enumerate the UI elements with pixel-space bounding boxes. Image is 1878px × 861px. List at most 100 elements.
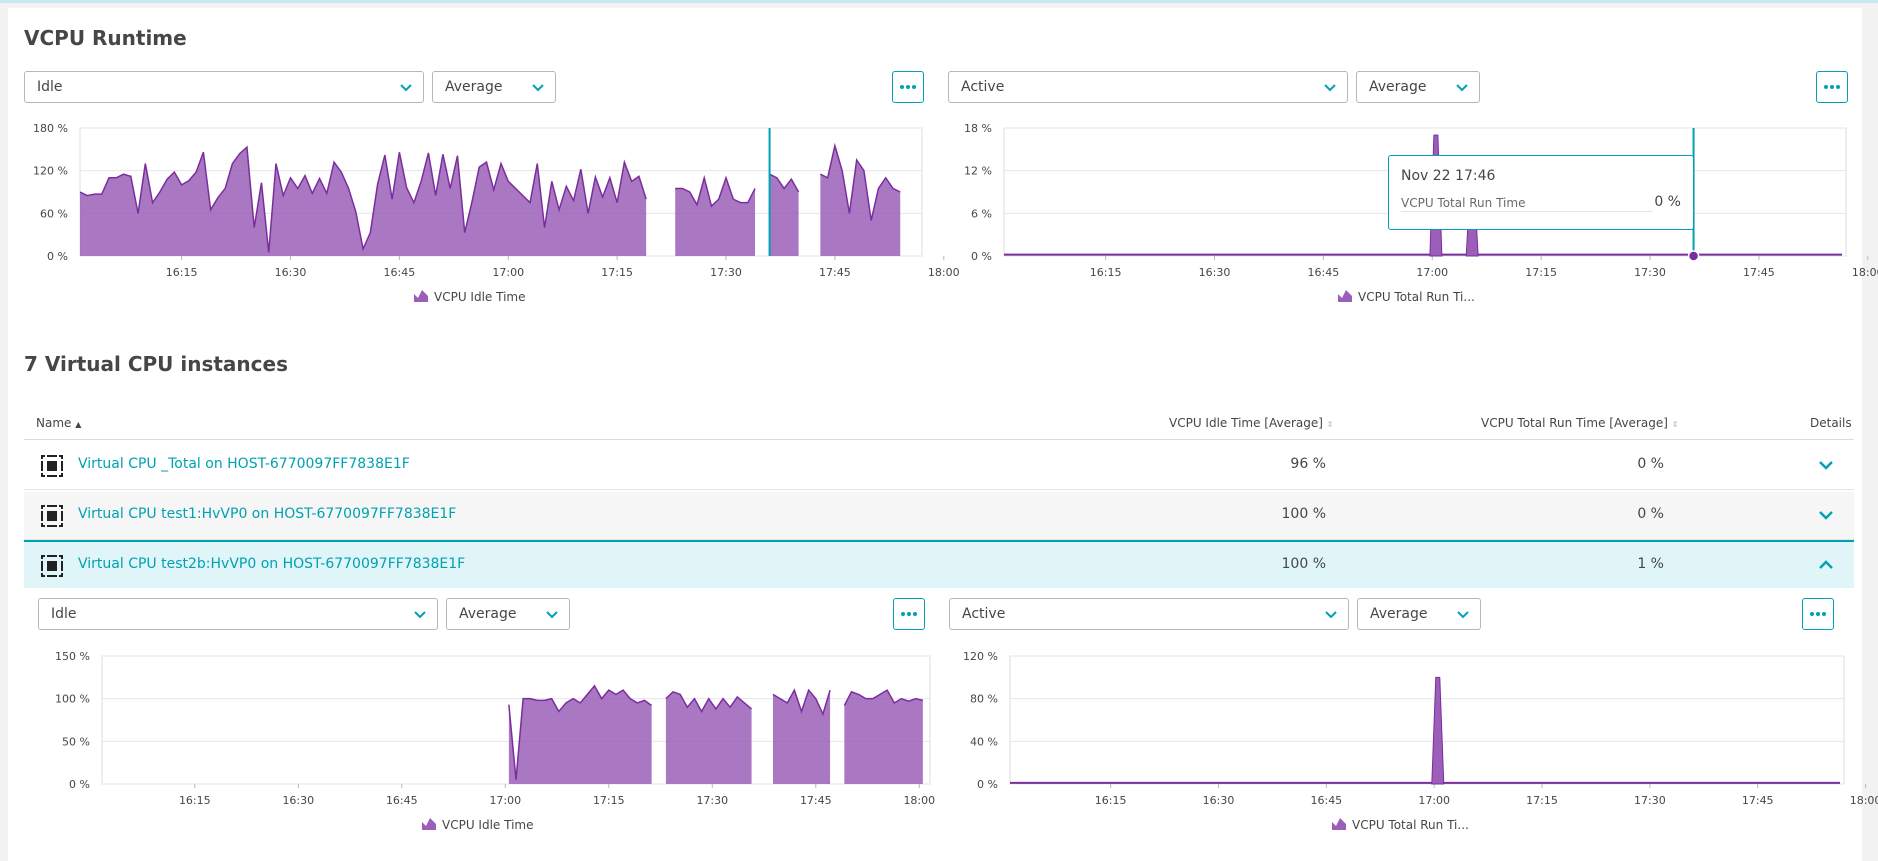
series-area — [769, 174, 799, 256]
chevron-down-icon — [1457, 611, 1469, 619]
chart-vcpu-idle[interactable]: 0 % 60 % 120 % 180 % 16:15 16:30 16:45 17:00 17:… — [8, 116, 960, 279]
x-tick-label: 16:30 — [1199, 266, 1231, 279]
y-tick-label: 50 % — [62, 735, 90, 748]
x-tick-label: 17:45 — [819, 266, 851, 279]
series-area — [665, 691, 752, 784]
aggregation-select[interactable]: Average — [1357, 598, 1481, 630]
metric-select-active[interactable]: Active — [948, 71, 1348, 103]
aggregation-select-label: Average — [445, 79, 503, 95]
series-line — [79, 145, 647, 253]
sort-icon: ⇕ — [1326, 420, 1334, 429]
chevron-down-icon[interactable] — [1818, 459, 1834, 471]
more-options-button[interactable] — [1816, 71, 1848, 103]
x-tick-label: 16:30 — [275, 266, 307, 279]
table-title: 7 Virtual CPU instances — [24, 352, 288, 376]
sort-asc-icon: ▲ — [75, 420, 82, 429]
y-tick-label: 6 % — [971, 207, 992, 220]
x-tick-label: 18:00 — [1852, 266, 1878, 279]
chart-svg: 0 % 60 % 120 % 180 % 16:15 16:30 16:45 17:00 17:… — [33, 122, 960, 279]
x-tick-label: 16:45 — [386, 794, 418, 807]
legend-label: VCPU Total Run Ti... — [1352, 818, 1469, 832]
x-tick-label: 16:30 — [282, 794, 314, 807]
series-line — [675, 174, 756, 208]
metric-select-label: Active — [962, 606, 1006, 622]
x-tick-label: 18:00 — [903, 794, 935, 807]
sort-icon: ⇕ — [1671, 420, 1679, 429]
idle-value: 96 % — [1290, 456, 1326, 472]
chevron-down-icon — [532, 84, 544, 92]
metric-select-idle[interactable]: Idle — [24, 71, 424, 103]
metric-select-label: Active — [961, 79, 1005, 95]
legend-label: VCPU Idle Time — [442, 818, 534, 832]
aggregation-select[interactable]: Average — [432, 71, 556, 103]
column-header-run[interactable]: VCPU Total Run Time [Average] ⇕ — [1481, 416, 1678, 430]
y-tick-label: 80 % — [970, 693, 998, 706]
y-tick-label: 0 % — [971, 250, 992, 263]
table-row[interactable]: Virtual CPU _Total on HOST-6770097FF7838… — [24, 442, 1854, 490]
x-tick-label: 17:30 — [1634, 794, 1666, 807]
chart-svg: 0 % 40 % 80 % 120 % 16:15 16:30 16:45 17:00 17:1… — [963, 650, 1878, 807]
table-row[interactable]: Virtual CPU test1:HvVP0 on HOST-6770097F… — [24, 492, 1854, 540]
main-panel: VCPU Runtime Idle Average Active Average… — [8, 8, 1878, 861]
run-value: 0 % — [1637, 456, 1664, 472]
chart-detail-idle[interactable]: 0 % 50 % 100 % 150 % 16:15 16:30 16:45 17:00 17:… — [18, 644, 938, 807]
instance-name-link[interactable]: Virtual CPU _Total on HOST-6770097FF7838… — [78, 456, 410, 472]
more-options-button[interactable] — [1802, 598, 1834, 630]
chart-legend[interactable]: VCPU Total Run Ti... — [1338, 290, 1475, 304]
series-area — [820, 145, 901, 256]
instance-name-link[interactable]: Virtual CPU test2b:HvVP0 on HOST-6770097… — [78, 556, 466, 572]
x-tick-label: 17:15 — [1525, 266, 1557, 279]
instance-name-link[interactable]: Virtual CPU test1:HvVP0 on HOST-6770097F… — [78, 506, 457, 522]
series-area — [675, 177, 756, 256]
column-header-label: VCPU Idle Time [Average] — [1169, 416, 1323, 430]
series-line — [769, 173, 800, 193]
run-value: 1 % — [1637, 556, 1664, 572]
chart-legend[interactable]: VCPU Idle Time — [414, 290, 525, 304]
series-area — [772, 690, 831, 784]
series-line — [843, 689, 924, 706]
x-tick-label: 17:00 — [489, 794, 521, 807]
series-line — [820, 142, 901, 221]
x-tick-label: 16:15 — [1095, 794, 1127, 807]
x-tick-label: 17:00 — [492, 266, 524, 279]
x-tick-label: 17:30 — [696, 794, 728, 807]
chart-legend[interactable]: VCPU Idle Time — [422, 818, 533, 832]
more-icon — [901, 612, 917, 616]
metric-select-idle[interactable]: Idle — [38, 598, 438, 630]
area-legend-icon — [422, 818, 436, 830]
series-line — [772, 688, 831, 717]
legend-label: VCPU Total Run Ti... — [1358, 290, 1475, 304]
table-row-expanded[interactable]: Virtual CPU test2b:HvVP0 on HOST-6770097… — [24, 540, 1854, 588]
chevron-down-icon — [414, 611, 426, 619]
area-legend-icon — [1332, 818, 1346, 830]
column-header-idle[interactable]: VCPU Idle Time [Average] ⇕ — [1169, 416, 1333, 430]
more-options-button[interactable] — [893, 598, 925, 630]
area-legend-icon — [1338, 290, 1352, 302]
aggregation-select[interactable]: Average — [1356, 71, 1480, 103]
aggregation-select-label: Average — [1370, 606, 1428, 622]
column-header-name[interactable]: Name ▲ — [36, 416, 81, 430]
y-tick-label: 100 % — [55, 693, 90, 706]
chevron-down-icon — [1325, 611, 1337, 619]
y-tick-label: 18 % — [964, 122, 992, 135]
section-title: VCPU Runtime — [24, 26, 187, 50]
tooltip-date: Nov 22 17:46 — [1401, 168, 1496, 184]
legend-label: VCPU Idle Time — [434, 290, 526, 304]
chevron-down-icon — [1324, 84, 1336, 92]
y-tick-label: 60 % — [40, 207, 68, 220]
x-tick-label: 16:45 — [1308, 266, 1340, 279]
chart-legend[interactable]: VCPU Total Run Ti... — [1332, 818, 1469, 832]
more-options-button[interactable] — [892, 71, 924, 103]
aggregation-select[interactable]: Average — [446, 598, 570, 630]
tooltip-value: 0 % — [1654, 194, 1681, 210]
y-tick-label: 0 % — [69, 778, 90, 791]
x-tick-label: 17:45 — [1743, 266, 1775, 279]
metric-select-active[interactable]: Active — [949, 598, 1349, 630]
series-line — [508, 684, 653, 780]
chevron-up-icon[interactable] — [1818, 559, 1834, 571]
chart-detail-run[interactable]: 0 % 40 % 80 % 120 % 16:15 16:30 16:45 17:00 17:1… — [938, 644, 1878, 807]
aggregation-select-label: Average — [459, 606, 517, 622]
chevron-down-icon[interactable] — [1818, 509, 1834, 521]
x-tick-label: 17:00 — [1418, 794, 1450, 807]
top-accent-line — [0, 0, 1878, 3]
